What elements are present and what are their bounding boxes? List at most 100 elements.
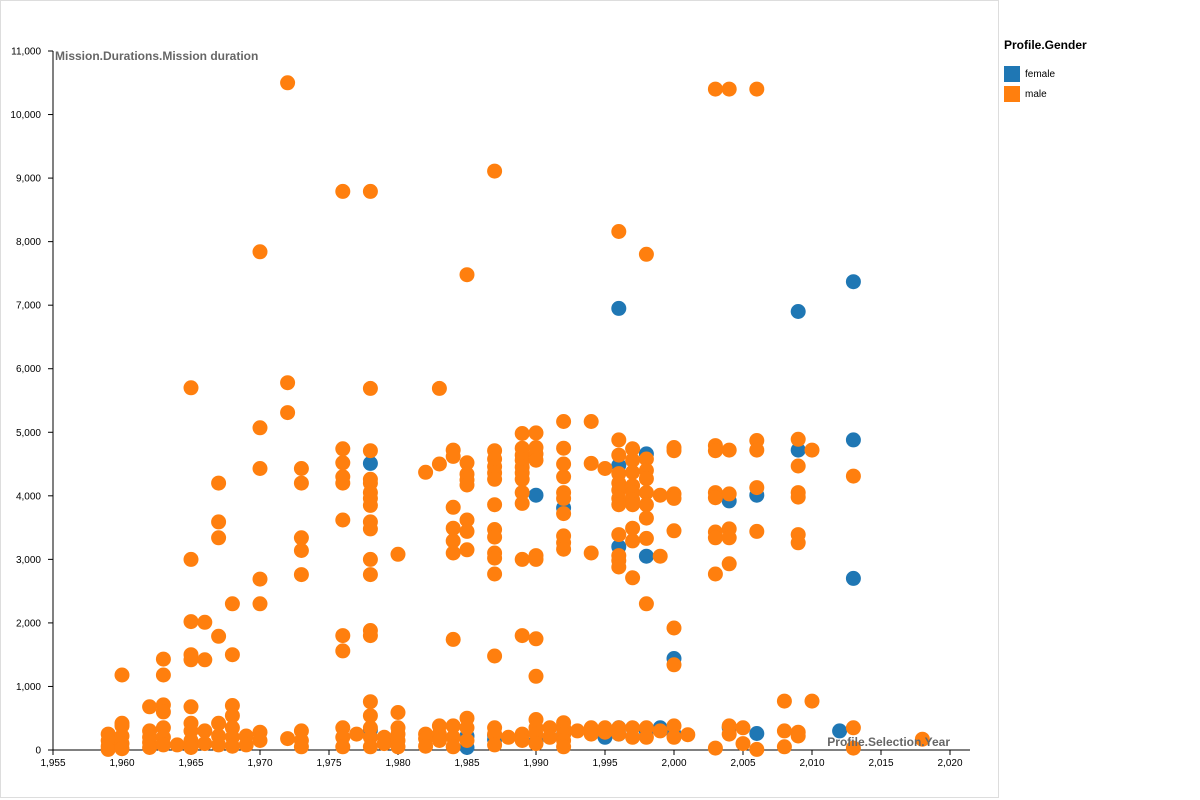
point-male[interactable] bbox=[418, 464, 434, 480]
point-male[interactable] bbox=[749, 741, 765, 757]
point-male[interactable] bbox=[611, 447, 627, 463]
point-male[interactable] bbox=[556, 469, 572, 485]
point-male[interactable] bbox=[197, 652, 213, 668]
point-male[interactable] bbox=[197, 723, 213, 739]
point-male[interactable] bbox=[445, 739, 461, 755]
point-male[interactable] bbox=[142, 740, 158, 755]
point-male[interactable] bbox=[721, 726, 737, 742]
point-male[interactable] bbox=[335, 441, 351, 457]
point-male[interactable] bbox=[638, 485, 654, 501]
point-male[interactable] bbox=[638, 729, 654, 745]
point-male[interactable] bbox=[487, 529, 503, 545]
point-male[interactable] bbox=[252, 733, 268, 748]
point-male[interactable] bbox=[211, 475, 227, 491]
point-male[interactable] bbox=[155, 737, 171, 753]
point-male[interactable] bbox=[487, 550, 503, 566]
point-male[interactable] bbox=[638, 497, 654, 513]
point-male[interactable] bbox=[556, 414, 572, 429]
point-male[interactable] bbox=[611, 527, 627, 543]
point-male[interactable] bbox=[459, 733, 475, 748]
point-male[interactable] bbox=[362, 380, 378, 396]
point-male[interactable] bbox=[776, 693, 792, 709]
point-male[interactable] bbox=[211, 530, 227, 546]
point-male[interactable] bbox=[445, 631, 461, 647]
point-male[interactable] bbox=[666, 657, 682, 673]
point-male[interactable] bbox=[514, 733, 530, 748]
point-male[interactable] bbox=[749, 523, 765, 539]
point-male[interactable] bbox=[459, 542, 475, 558]
point-male[interactable] bbox=[707, 566, 723, 582]
point-male[interactable] bbox=[224, 738, 240, 754]
point-male[interactable] bbox=[735, 720, 751, 736]
point-male[interactable] bbox=[459, 512, 475, 528]
point-male[interactable] bbox=[238, 737, 254, 753]
point-male[interactable] bbox=[749, 442, 765, 458]
point-male[interactable] bbox=[280, 405, 296, 421]
point-male[interactable] bbox=[183, 614, 199, 630]
point-male[interactable] bbox=[293, 567, 309, 583]
point-male[interactable] bbox=[528, 425, 544, 441]
point-male[interactable] bbox=[183, 652, 199, 668]
point-female[interactable] bbox=[790, 304, 806, 319]
point-male[interactable] bbox=[500, 729, 516, 745]
point-male[interactable] bbox=[790, 535, 806, 551]
point-male[interactable] bbox=[431, 380, 447, 396]
point-male[interactable] bbox=[335, 739, 351, 755]
point-male[interactable] bbox=[362, 183, 378, 199]
point-male[interactable] bbox=[183, 380, 199, 396]
point-male[interactable] bbox=[224, 708, 240, 724]
point-male[interactable] bbox=[293, 739, 309, 755]
point-male[interactable] bbox=[431, 733, 447, 748]
point-male[interactable] bbox=[293, 461, 309, 476]
point-male[interactable] bbox=[362, 443, 378, 459]
point-male[interactable] bbox=[114, 741, 130, 757]
point-female[interactable] bbox=[528, 487, 544, 503]
point-male[interactable] bbox=[776, 739, 792, 755]
point-male[interactable] bbox=[362, 551, 378, 567]
point-male[interactable] bbox=[487, 648, 503, 664]
point-male[interactable] bbox=[804, 693, 820, 709]
point-male[interactable] bbox=[211, 514, 227, 530]
point-male[interactable] bbox=[721, 442, 737, 458]
point-male[interactable] bbox=[528, 631, 544, 647]
point-male[interactable] bbox=[749, 81, 765, 97]
point-male[interactable] bbox=[252, 571, 268, 587]
point-male[interactable] bbox=[625, 729, 641, 745]
point-male[interactable] bbox=[100, 741, 116, 757]
point-male[interactable] bbox=[431, 456, 447, 472]
point-male[interactable] bbox=[528, 551, 544, 567]
point-male[interactable] bbox=[707, 443, 723, 459]
point-male[interactable] bbox=[252, 244, 268, 260]
point-female[interactable] bbox=[749, 726, 765, 741]
point-male[interactable] bbox=[804, 442, 820, 458]
point-male[interactable] bbox=[197, 736, 213, 752]
point-male[interactable] bbox=[445, 520, 461, 536]
point-male[interactable] bbox=[487, 471, 503, 487]
point-male[interactable] bbox=[749, 480, 765, 496]
point-female[interactable] bbox=[845, 432, 861, 448]
point-male[interactable] bbox=[487, 737, 503, 753]
point-male[interactable] bbox=[597, 724, 613, 740]
point-female[interactable] bbox=[845, 274, 861, 290]
point-male[interactable] bbox=[514, 551, 530, 567]
point-male[interactable] bbox=[638, 510, 654, 526]
point-male[interactable] bbox=[224, 647, 240, 663]
point-male[interactable] bbox=[845, 740, 861, 756]
point-male[interactable] bbox=[638, 596, 654, 612]
point-male[interactable] bbox=[390, 739, 406, 755]
point-male[interactable] bbox=[666, 718, 682, 734]
point-male[interactable] bbox=[142, 699, 158, 715]
point-male[interactable] bbox=[362, 694, 378, 710]
point-male[interactable] bbox=[362, 739, 378, 755]
point-male[interactable] bbox=[666, 729, 682, 745]
point-male[interactable] bbox=[583, 414, 599, 429]
point-male[interactable] bbox=[335, 643, 351, 659]
point-male[interactable] bbox=[155, 704, 171, 720]
point-male[interactable] bbox=[638, 246, 654, 262]
point-male[interactable] bbox=[155, 651, 171, 667]
point-male[interactable] bbox=[528, 736, 544, 752]
point-male[interactable] bbox=[652, 487, 668, 503]
point-male[interactable] bbox=[611, 497, 627, 513]
point-male[interactable] bbox=[790, 489, 806, 505]
point-male[interactable] bbox=[597, 461, 613, 476]
